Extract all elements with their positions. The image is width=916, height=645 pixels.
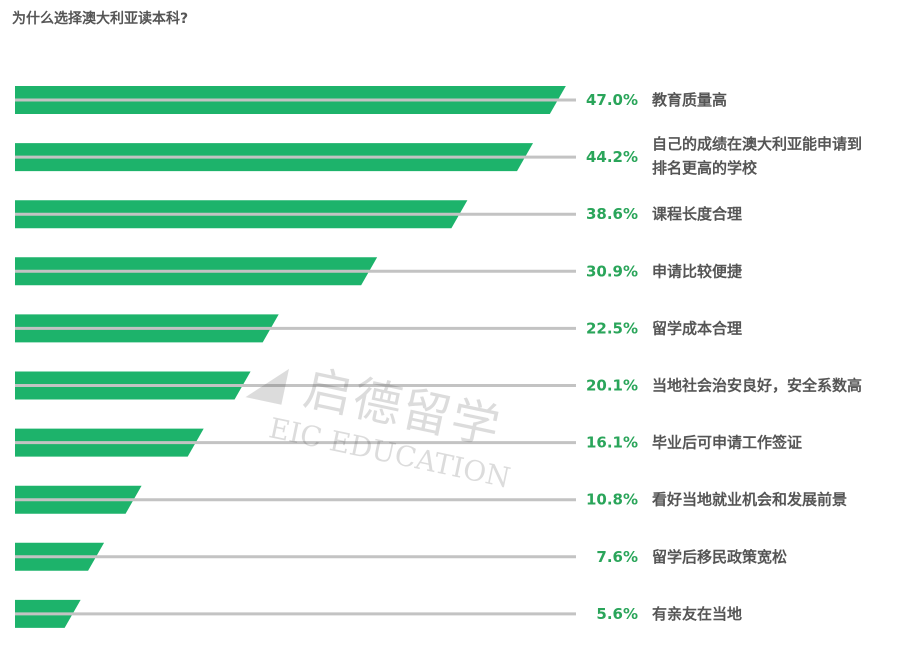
category-label: 留学成本合理 <box>652 319 742 337</box>
category-label: 课程长度合理 <box>652 205 742 223</box>
category-label: 教育质量高 <box>651 91 727 109</box>
value-label: 30.9% <box>586 262 638 280</box>
category-label: 毕业后可申请工作签证 <box>652 434 802 452</box>
category-label: 申请比较便捷 <box>652 262 743 280</box>
value-label: 38.6% <box>586 205 638 223</box>
category-label: 留学后移民政策宽松 <box>652 548 787 566</box>
category-label: 有亲友在当地 <box>652 605 742 623</box>
value-label: 44.2% <box>586 148 638 166</box>
value-label: 5.6% <box>596 605 638 623</box>
chart-title: 为什么选择澳大利亚读本科? <box>12 11 189 27</box>
value-label: 20.1% <box>586 377 638 395</box>
value-label: 10.8% <box>586 491 638 509</box>
category-label: 自己的成绩在澳大利亚能申请到 <box>652 135 862 153</box>
category-label: 排名更高的学校 <box>652 159 758 177</box>
value-label: 16.1% <box>586 434 638 452</box>
category-label: 当地社会治安良好，安全系数高 <box>652 377 862 395</box>
value-label: 22.5% <box>586 319 638 337</box>
category-label: 看好当地就业机会和发展前景 <box>652 491 847 509</box>
value-label: 7.6% <box>596 548 638 566</box>
value-label: 47.0% <box>586 91 638 109</box>
